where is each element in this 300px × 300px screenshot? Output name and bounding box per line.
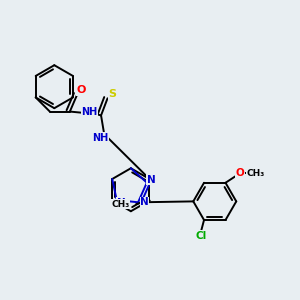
Text: O: O [76,85,86,95]
Text: O: O [235,168,244,178]
Text: CH₃: CH₃ [111,200,130,208]
Text: NH: NH [81,106,98,117]
Text: NH: NH [92,133,108,143]
Text: S: S [108,89,116,99]
Text: N: N [147,175,156,185]
Text: N: N [140,197,149,207]
Text: CH₃: CH₃ [246,169,264,178]
Text: Cl: Cl [196,231,207,241]
Text: N: N [117,198,125,208]
